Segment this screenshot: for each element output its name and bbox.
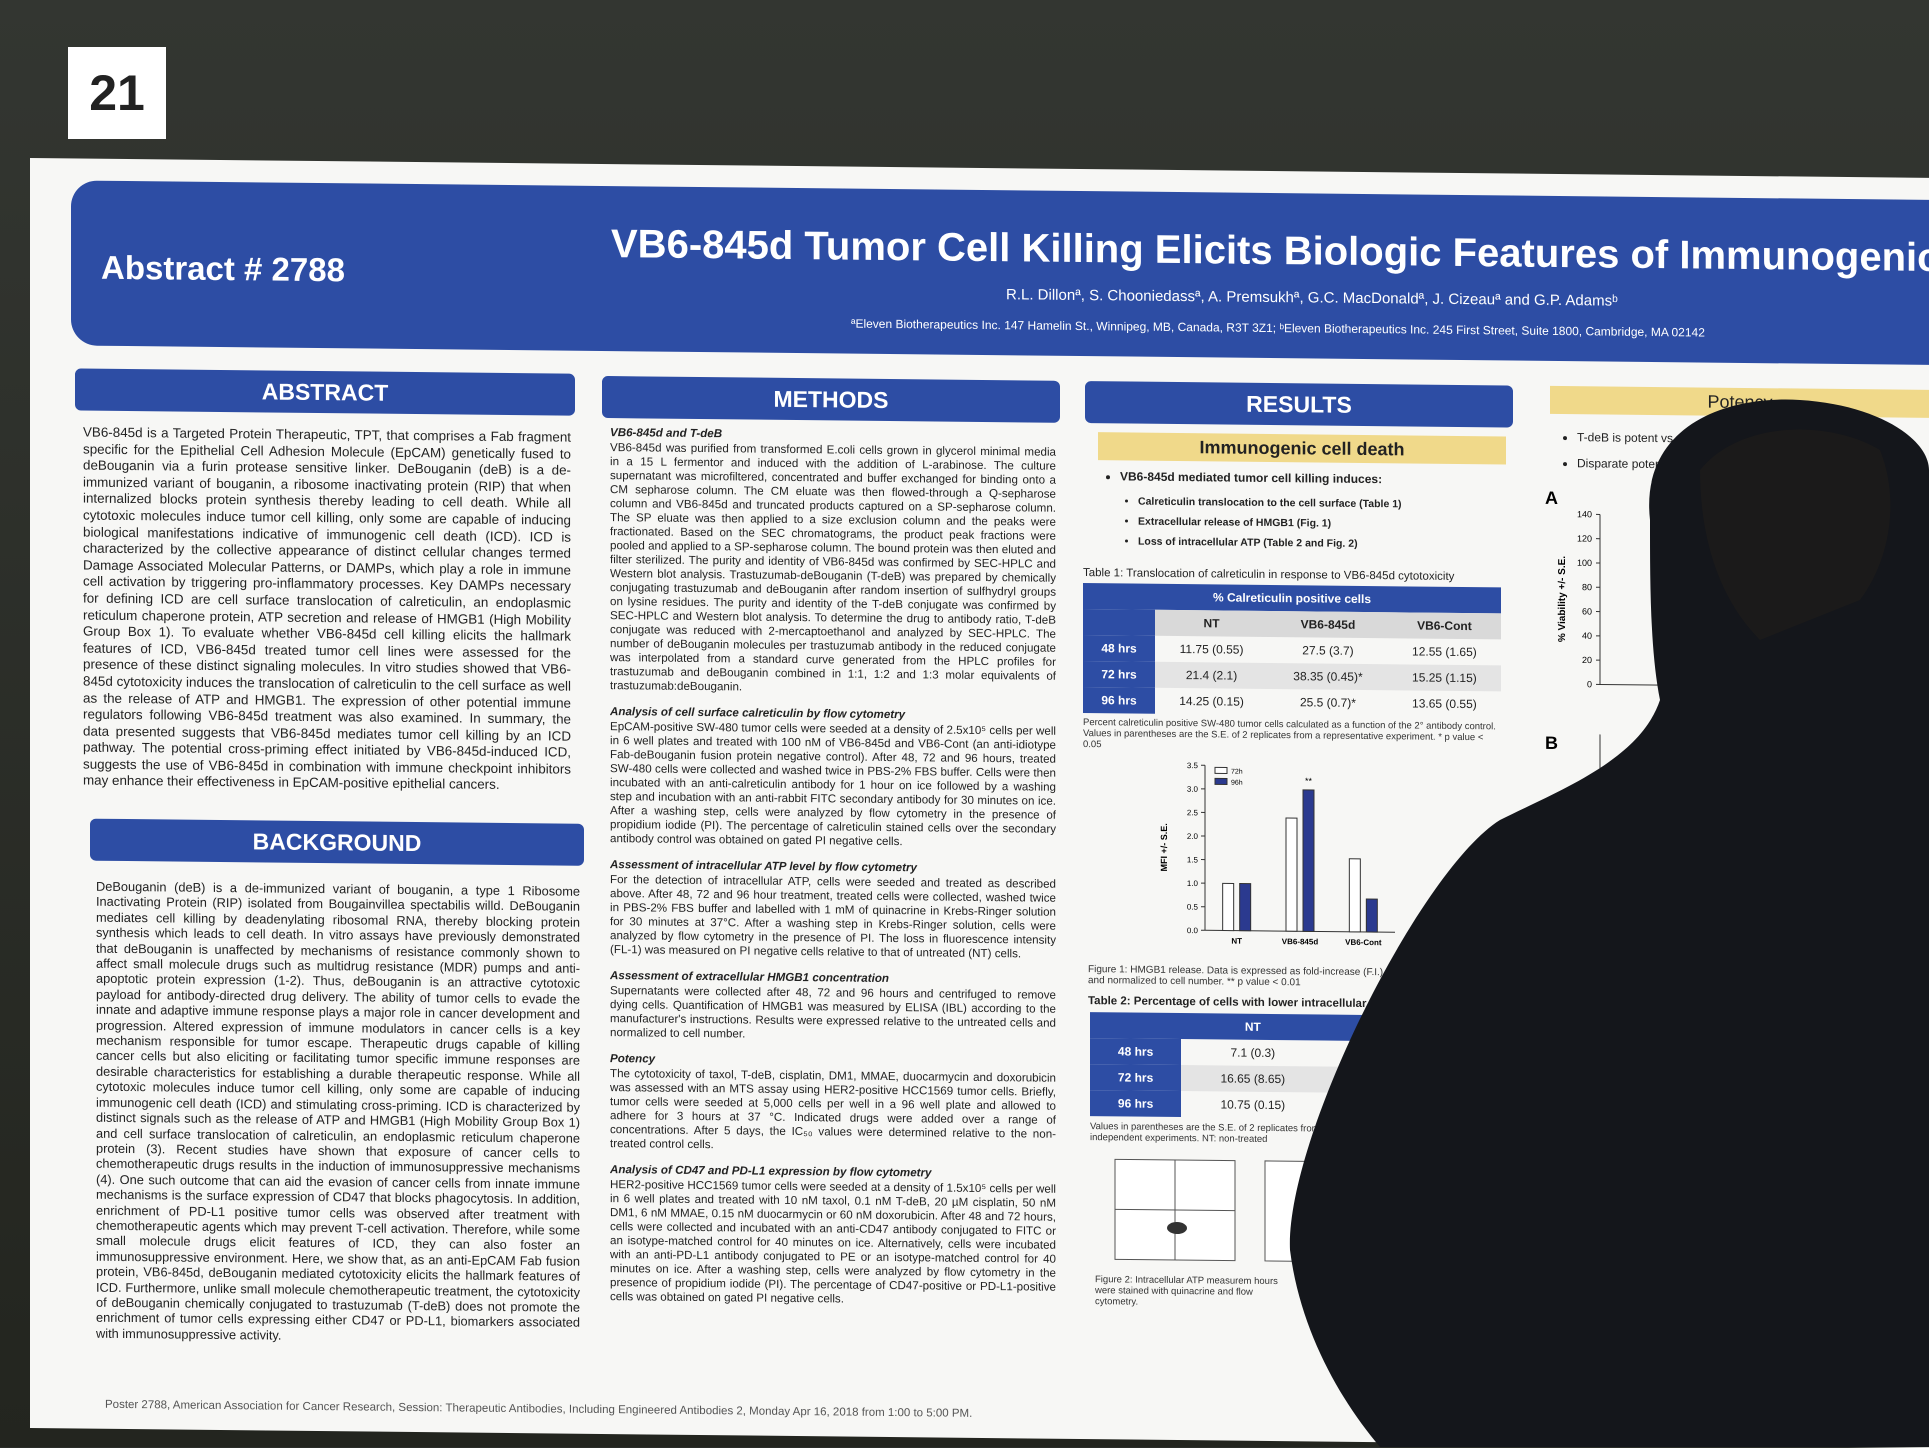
viewer-occlusion (0, 0, 1929, 1447)
page: 21 Abstract # 2788 VB6-845d Tumor Cell K… (0, 0, 1929, 1447)
